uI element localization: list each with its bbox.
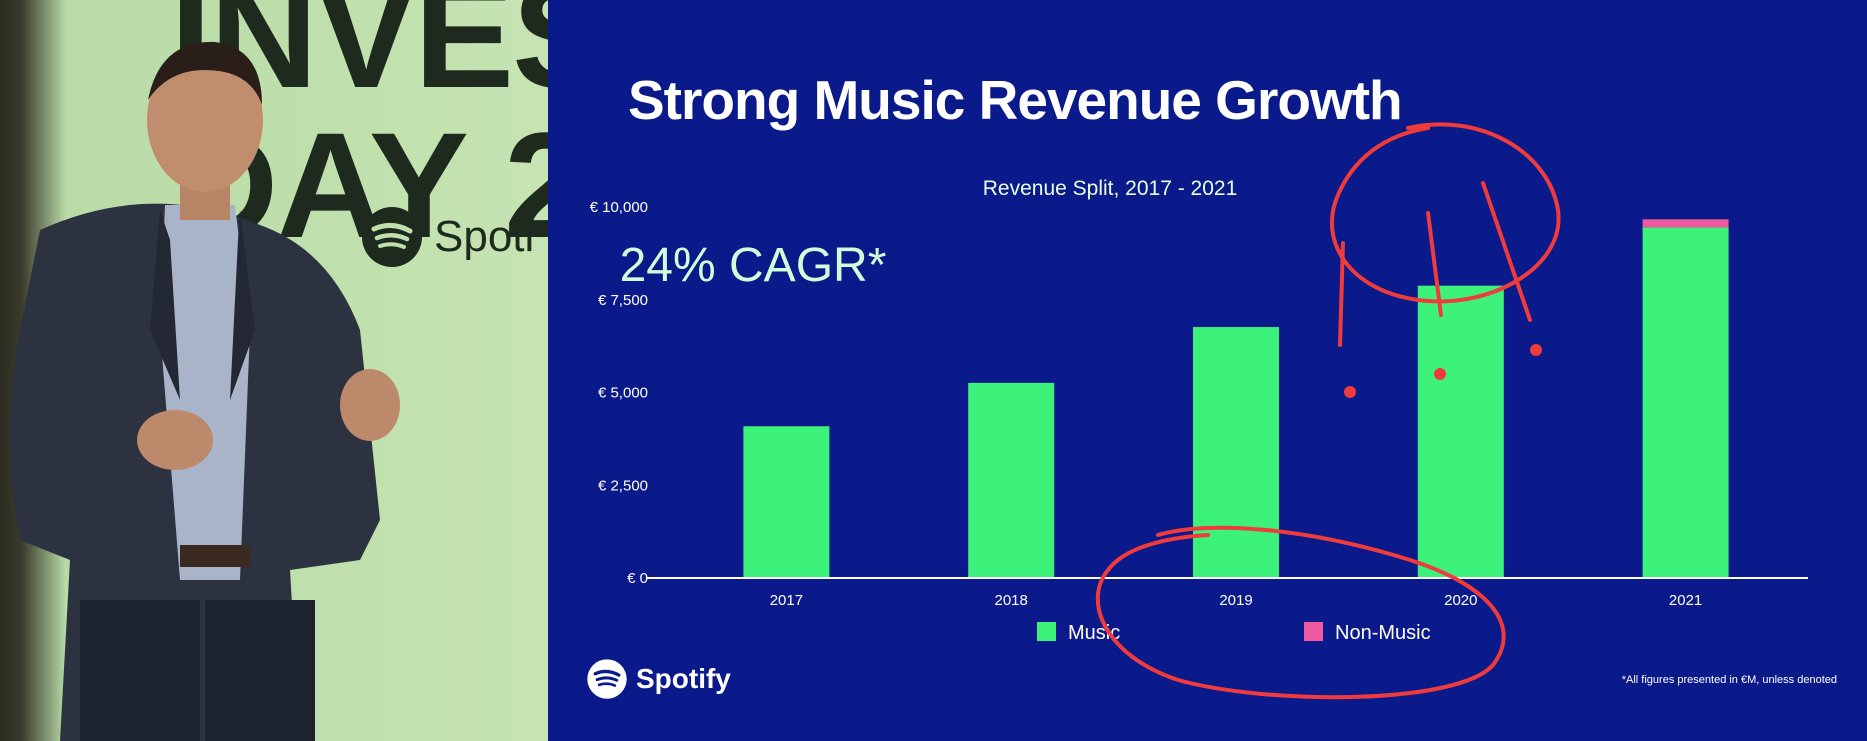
- y-axis: € 0 € 2,500 € 5,000 € 7,500 € 10,000: [590, 199, 648, 587]
- x-tick-label: 2019: [1219, 592, 1252, 609]
- legend-swatch: [1304, 622, 1323, 641]
- x-axis: 2017 2018 2019 2020 2021: [770, 592, 1703, 609]
- y-tick-label: € 0: [627, 570, 648, 587]
- footnote: *All figures presented in €M, unless den…: [1621, 674, 1837, 686]
- spotify-icon: [587, 659, 627, 699]
- bar-2019-music: [1193, 327, 1279, 578]
- bar-2021-music: [1642, 227, 1729, 578]
- presenter-figure: [10, 41, 400, 741]
- slide-spotify-logo: Spotify: [586, 658, 731, 700]
- x-tick-label: 2020: [1444, 592, 1477, 609]
- bar-2021-non-music: [1642, 219, 1729, 228]
- legend-label: Music: [1068, 622, 1120, 644]
- presenter-stage: INVES DAY 2 Spoti: [0, 0, 548, 741]
- x-tick-label: 2021: [1669, 592, 1702, 609]
- y-tick-label: € 2,500: [598, 477, 648, 494]
- x-tick-label: 2017: [770, 592, 803, 609]
- cagr-label: 24% CAGR*: [620, 239, 887, 292]
- stage-spotify-logo: Spoti: [360, 205, 534, 269]
- y-tick-label: € 5,000: [598, 385, 648, 402]
- y-tick-label: € 10,000: [590, 199, 648, 216]
- spotify-icon: [362, 207, 422, 267]
- y-tick-label: € 7,500: [598, 292, 648, 309]
- bar-2018-music: [968, 382, 1055, 578]
- legend-swatch: [1037, 622, 1056, 641]
- bar-2020-music: [1417, 285, 1504, 578]
- chart-title: Revenue Split, 2017 - 2021: [983, 177, 1238, 200]
- slide-logo-text: Spotify: [636, 663, 731, 694]
- stage-logo-text: Spoti: [434, 212, 535, 261]
- presentation-slide: Strong Music Revenue Growth Revenue Spli…: [548, 0, 1867, 741]
- legend-label: Non-Music: [1335, 622, 1431, 644]
- x-tick-label: 2018: [995, 592, 1028, 609]
- chart-legend: Music Non-Music: [1037, 622, 1431, 644]
- revenue-chart: Revenue Split, 2017 - 2021 24% CAGR* € 0…: [590, 177, 1808, 644]
- bar-group: [743, 219, 1729, 578]
- bar-2017-music: [743, 426, 830, 578]
- slide-title: Strong Music Revenue Growth: [628, 69, 1403, 131]
